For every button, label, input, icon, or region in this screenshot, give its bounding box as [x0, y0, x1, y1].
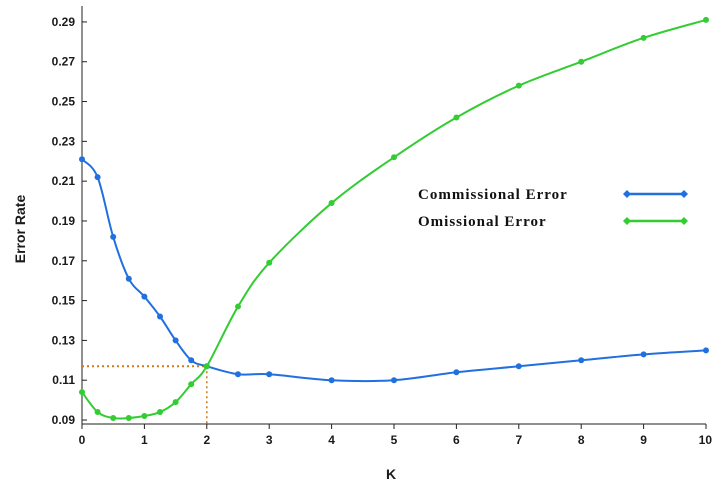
- omissional-error-point: [640, 34, 647, 41]
- omissional-error-point: [391, 154, 397, 161]
- legend-marker-commissional: [680, 190, 688, 198]
- omissional-error-point: [157, 409, 163, 416]
- commissional-error-point: [94, 174, 101, 181]
- omissional-error-point: [188, 381, 195, 388]
- x-tick-label: 6: [453, 433, 460, 447]
- legend-label-omissional: Omissional Error: [418, 214, 547, 230]
- commissional-error-point: [266, 371, 273, 378]
- legend-label-commissional: Commissional Error: [418, 187, 568, 203]
- omissional-error-point: [235, 303, 241, 310]
- x-axis-label: K: [386, 466, 396, 482]
- omissional-error-point: [172, 399, 179, 406]
- omissional-error-point: [110, 415, 117, 422]
- omissional-error-line: [81, 18, 707, 420]
- x-tick-label: 0: [79, 433, 86, 447]
- x-tick-label: 1: [141, 433, 148, 447]
- omissional-error-point: [125, 415, 132, 422]
- y-tick-label: 0.13: [52, 333, 76, 347]
- commissional-error-point: [157, 313, 163, 320]
- omissional-error-point: [515, 82, 522, 89]
- x-tick-label: 3: [266, 433, 273, 447]
- x-tick-label: 2: [203, 433, 210, 447]
- commissional-error-point: [453, 369, 460, 376]
- omissional-error-point: [453, 114, 460, 121]
- commissional-error-point: [110, 233, 117, 240]
- commissional-error-point: [79, 156, 85, 163]
- commissional-error-point: [703, 347, 709, 354]
- commissional-error-point: [141, 293, 148, 300]
- omissional-error-point: [141, 413, 148, 420]
- legend: Commissional Error Omissional Error: [418, 187, 688, 230]
- omissional-error-point: [266, 259, 273, 266]
- x-tick-label: 4: [328, 433, 335, 447]
- legend-marker-commissional: [623, 190, 631, 198]
- y-tick-label: 0.21: [52, 174, 76, 188]
- omissional-error-point: [578, 58, 585, 65]
- commissional-error-point: [235, 371, 241, 378]
- omissional-error-point: [703, 16, 709, 23]
- y-tick-label: 0.23: [52, 134, 76, 148]
- y-tick-label: 0.09: [52, 413, 76, 427]
- x-tick-label: 9: [640, 433, 647, 447]
- y-tick-label: 0.29: [52, 15, 76, 29]
- commissional-error-point: [515, 363, 522, 370]
- commissional-error-point: [125, 275, 132, 282]
- commissional-error-point: [328, 377, 335, 384]
- y-tick-label: 0.19: [52, 214, 76, 228]
- commissional-error-point: [391, 377, 397, 384]
- x-tick-label: 10: [699, 433, 713, 447]
- x-tick-label: 7: [515, 433, 522, 447]
- commissional-error-point: [172, 337, 179, 344]
- commissional-error-point: [578, 357, 585, 364]
- omissional-error-point: [94, 409, 101, 416]
- y-axis-label: Error Rate: [12, 195, 28, 264]
- y-tick-label: 0.27: [52, 55, 76, 69]
- x-tick-label: 8: [578, 433, 585, 447]
- omissional-error-point: [328, 200, 335, 207]
- omissional-error-point: [203, 363, 210, 370]
- commissional-error-point: [640, 351, 647, 358]
- commissional-error-line: [81, 158, 707, 383]
- x-tick-label: 5: [391, 433, 398, 447]
- commissional-error-point: [188, 357, 195, 364]
- y-tick-label: 0.15: [52, 294, 76, 308]
- y-tick-label: 0.25: [52, 95, 76, 109]
- plot-area: 0.09 0.11 0.13 0.15 0.17 0.19 0.21 0.23 0.25 0.27…: [52, 6, 713, 447]
- legend-marker-omissional: [623, 217, 631, 225]
- y-tick-label: 0.17: [52, 254, 76, 268]
- legend-marker-omissional: [680, 217, 688, 225]
- omissional-error-point: [79, 389, 85, 396]
- y-tick-label: 0.11: [52, 373, 75, 387]
